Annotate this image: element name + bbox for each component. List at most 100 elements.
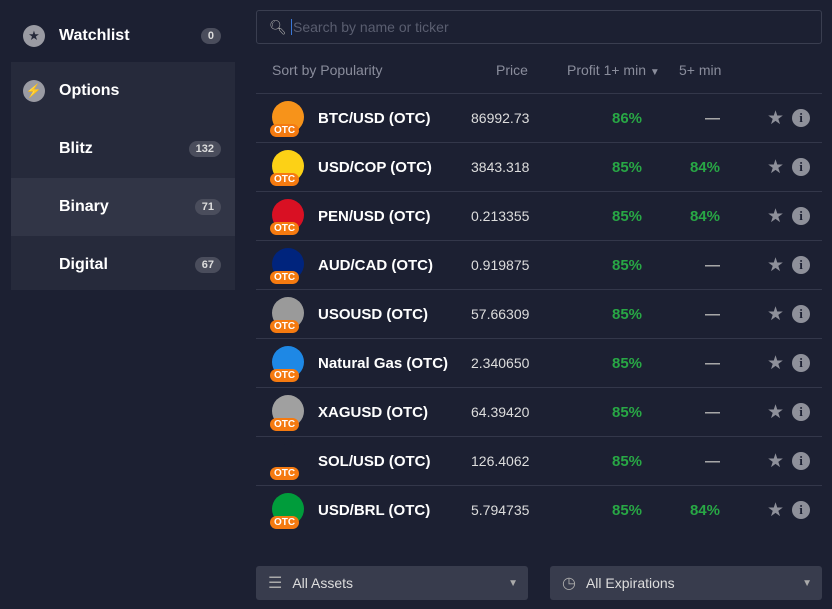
- asset-price: 0.213355: [471, 208, 530, 224]
- all-expirations-dropdown[interactable]: ◷ All Expirations ▼: [550, 566, 822, 600]
- asset-name: USOUSD (OTC): [318, 305, 428, 323]
- profit-5-min: 84%: [689, 158, 720, 176]
- info-icon[interactable]: i: [792, 501, 810, 519]
- asset-price: 57.66309: [471, 306, 530, 322]
- menu-icon: ☰: [268, 575, 283, 592]
- asset-price: 3843.318: [471, 159, 530, 175]
- clock-icon: ◷: [562, 575, 576, 592]
- info-icon[interactable]: i: [792, 109, 810, 127]
- asset-price: 0.919875: [471, 257, 530, 273]
- asset-name: XAGUSD (OTC): [318, 403, 428, 421]
- asset-logo: OTC: [270, 199, 306, 235]
- profit-1-min: 85%: [612, 452, 643, 470]
- asset-list: OTC BTC/USD (OTC) 86992.73 86% — ★ i OTC …: [256, 93, 822, 534]
- asset-logo: OTC: [270, 101, 306, 137]
- asset-row[interactable]: OTC AUD/CAD (OTC) 0.919875 85% — ★ i: [256, 240, 822, 289]
- profit-1-min: 85%: [612, 354, 643, 372]
- profit-5-min: 84%: [689, 207, 720, 225]
- profit-1-min: 85%: [612, 256, 643, 274]
- otc-badge: OTC: [270, 271, 300, 284]
- star-icon[interactable]: ★: [766, 254, 784, 276]
- otc-badge: OTC: [270, 369, 300, 382]
- asset-name: PEN/USD (OTC): [318, 207, 431, 225]
- asset-name: BTC/USD (OTC): [318, 109, 431, 127]
- asset-price: 126.4062: [471, 453, 530, 469]
- sidebar-item-options[interactable]: ⚡ Options: [11, 62, 235, 120]
- asset-name: USD/BRL (OTC): [318, 501, 431, 519]
- otc-badge: OTC: [270, 467, 300, 480]
- asset-price: 5.794735: [471, 502, 530, 518]
- info-icon[interactable]: i: [792, 207, 810, 225]
- all-assets-dropdown[interactable]: ☰ All Assets ▼: [256, 566, 528, 600]
- price-header[interactable]: Price: [496, 62, 528, 78]
- sidebar-item-watchlist[interactable]: ★ Watchlist 0: [11, 10, 235, 62]
- asset-row[interactable]: OTC USD/BRL (OTC) 5.794735 85% 84% ★ i: [256, 485, 822, 534]
- asset-name: Natural Gas (OTC): [318, 354, 449, 372]
- search-box[interactable]: 🔍︎: [256, 10, 822, 44]
- info-icon[interactable]: i: [792, 305, 810, 323]
- search-icon: 🔍︎: [269, 18, 287, 35]
- profit-5-header[interactable]: 5+ min: [679, 62, 722, 78]
- sidebar-item-digital[interactable]: Digital 67: [11, 236, 235, 294]
- profit-5-min: —: [705, 305, 720, 323]
- profit-1-min: 85%: [612, 207, 643, 225]
- sidebar-item-binary[interactable]: Binary 71: [11, 178, 235, 236]
- info-icon[interactable]: i: [792, 256, 810, 274]
- profit-5-min: —: [705, 452, 720, 470]
- asset-name: SOL/USD (OTC): [318, 452, 431, 470]
- star-icon[interactable]: ★: [766, 401, 784, 423]
- otc-badge: OTC: [270, 320, 300, 333]
- asset-row[interactable]: OTC XAGUSD (OTC) 64.39420 85% — ★ i: [256, 387, 822, 436]
- asset-row[interactable]: OTC SOL/USD (OTC) 126.4062 85% — ★ i: [256, 436, 822, 485]
- count-badge: 67: [194, 257, 221, 273]
- star-icon[interactable]: ★: [766, 156, 784, 178]
- info-icon[interactable]: i: [792, 452, 810, 470]
- asset-price: 86992.73: [471, 110, 530, 126]
- lightning-icon: ⚡: [23, 80, 45, 102]
- caret-down-icon: ▼: [508, 577, 518, 589]
- star-icon[interactable]: ★: [766, 205, 784, 227]
- otc-badge: OTC: [270, 173, 300, 186]
- info-icon[interactable]: i: [792, 403, 810, 421]
- search-input[interactable]: [291, 19, 821, 35]
- star-icon: ★: [23, 25, 45, 47]
- profit-5-min: —: [705, 354, 720, 372]
- star-icon[interactable]: ★: [766, 499, 784, 521]
- asset-row[interactable]: OTC PEN/USD (OTC) 0.213355 85% 84% ★ i: [256, 191, 822, 240]
- asset-logo: OTC: [270, 346, 306, 382]
- asset-row[interactable]: OTC USOUSD (OTC) 57.66309 85% — ★ i: [256, 289, 822, 338]
- asset-row[interactable]: OTC USD/COP (OTC) 3843.318 85% 84% ★ i: [256, 142, 822, 191]
- caret-down-icon: ▼: [649, 67, 660, 78]
- star-icon[interactable]: ★: [766, 352, 784, 374]
- asset-logo: OTC: [270, 297, 306, 333]
- profit-5-min: 84%: [689, 501, 720, 519]
- profit-5-min: —: [705, 256, 720, 274]
- otc-badge: OTC: [270, 418, 300, 431]
- asset-logo: OTC: [270, 444, 306, 480]
- sort-by-popularity[interactable]: Sort by Popularity: [272, 62, 383, 78]
- otc-badge: OTC: [270, 516, 300, 529]
- profit-1-min: 86%: [612, 109, 643, 127]
- count-badge: 132: [188, 141, 221, 157]
- profit-5-min: —: [705, 109, 720, 127]
- star-icon[interactable]: ★: [766, 303, 784, 325]
- asset-logo: OTC: [270, 248, 306, 284]
- info-icon[interactable]: i: [792, 158, 810, 176]
- asset-row[interactable]: OTC Natural Gas (OTC) 2.340650 85% — ★ i: [256, 338, 822, 387]
- otc-badge: OTC: [270, 124, 300, 137]
- star-icon[interactable]: ★: [766, 107, 784, 129]
- sidebar-options-panel: ⚡ Options Blitz 132 Binary 71 Digital 67: [11, 62, 235, 290]
- sidebar-item-blitz[interactable]: Blitz 132: [11, 120, 235, 178]
- caret-down-icon: ▼: [802, 577, 812, 589]
- star-icon[interactable]: ★: [766, 450, 784, 472]
- profit-1-min: 85%: [612, 403, 643, 421]
- asset-logo: OTC: [270, 150, 306, 186]
- info-icon[interactable]: i: [792, 354, 810, 372]
- profit-1-header[interactable]: Profit 1+ min ▼: [567, 62, 660, 78]
- asset-row[interactable]: OTC BTC/USD (OTC) 86992.73 86% — ★ i: [256, 93, 822, 142]
- profit-1-min: 85%: [612, 305, 643, 323]
- asset-logo: OTC: [270, 395, 306, 431]
- asset-name: AUD/CAD (OTC): [318, 256, 433, 274]
- asset-name: USD/COP (OTC): [318, 158, 432, 176]
- asset-logo: OTC: [270, 493, 306, 529]
